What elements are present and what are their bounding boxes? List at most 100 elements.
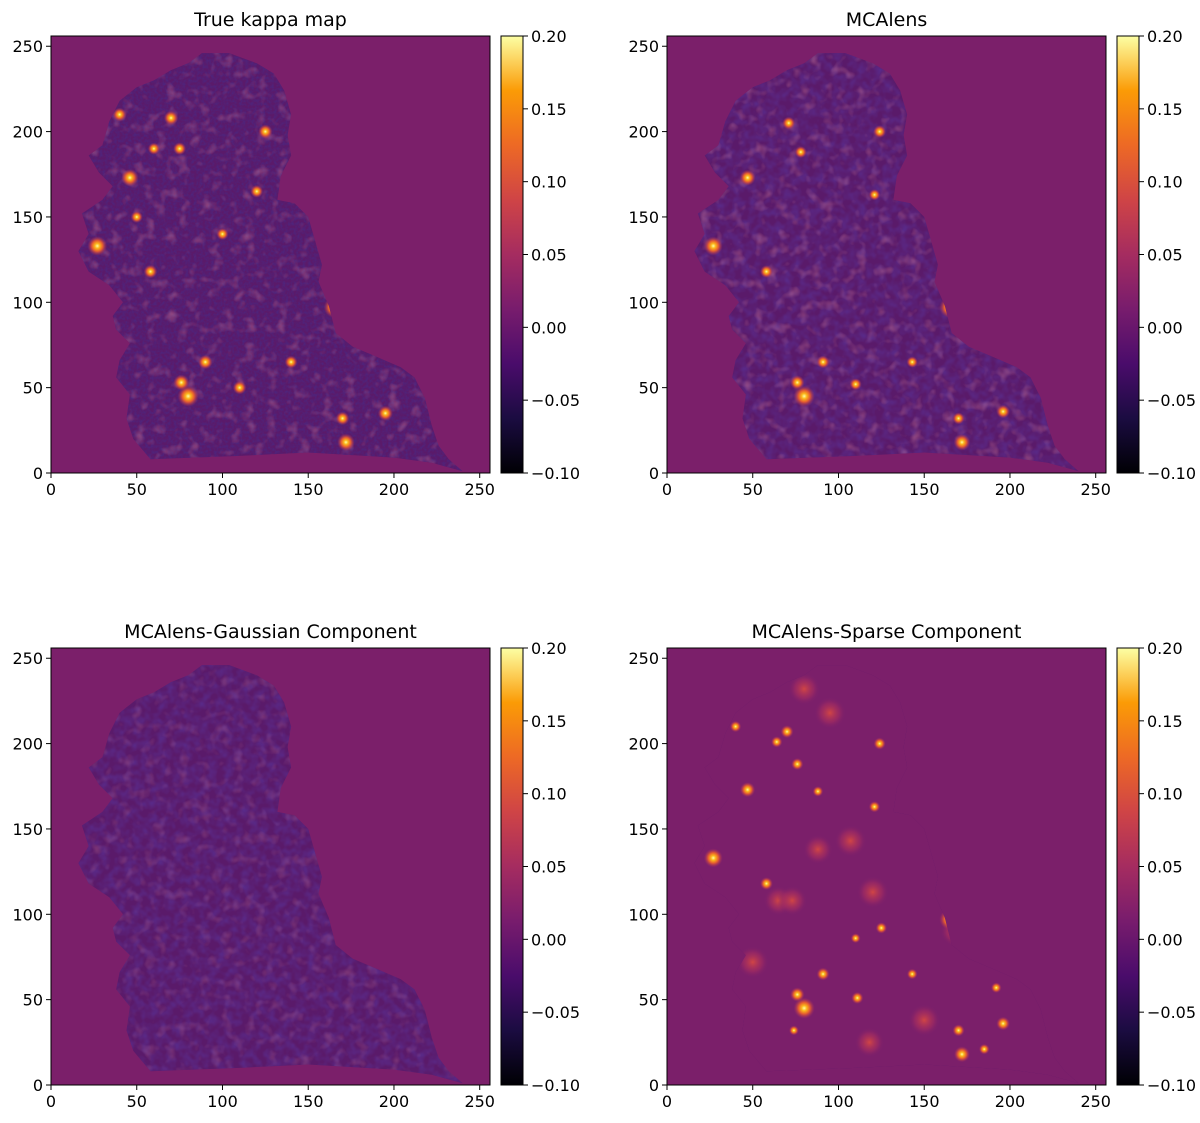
x-tick-label: 250 [464,480,495,499]
colorbar [1116,35,1140,474]
peak-mark [232,380,247,395]
peak-mark [794,146,807,159]
panel-title: True kappa map [193,9,347,31]
x-tick-label: 200 [995,480,1026,499]
x-tick-label: 150 [293,480,324,499]
x-tick-label: 50 [127,1092,147,1111]
axes-frame [666,647,1107,1086]
peak-mark [990,982,1002,993]
peak-mark [739,169,756,186]
y-tick-label: 0 [33,1076,43,1095]
peak-mark [906,968,918,980]
peak-mark [143,264,158,279]
y-tick-label: 0 [649,464,659,483]
peak-mark [816,967,830,981]
peak-mark [868,189,881,201]
peak-mark [771,736,783,748]
peak-mark [782,116,796,130]
y-tick-label: 50 [23,379,43,398]
x-tick-label: 200 [379,1092,410,1111]
peak-mark [198,354,213,370]
peak-mark [790,987,805,1002]
x-tick-label: 0 [662,1092,672,1111]
peak-mark [177,385,199,407]
panel-title: MCAlens-Gaussian Component [124,621,417,643]
colorbar-tick-label: 0.05 [1147,858,1183,877]
y-tick-label: 250 [628,37,659,56]
peak-mark [112,107,127,122]
panel-2: MCAlens-Gaussian Component 0 50 100 150 200 25… [12,621,580,1111]
x-tick-label: 250 [464,1092,495,1111]
peak-mark [147,142,160,155]
y-tick-label: 150 [12,208,43,227]
peak-mark [996,404,1010,419]
colorbar-tick-label: 0.00 [1147,318,1183,337]
peak-mark [780,725,794,739]
panel-title: MCAlens-Sparse Component [752,621,1022,643]
colorbar-tick-label: 0.20 [531,639,567,658]
x-tick-label: 150 [909,480,940,499]
peak-mark [849,378,862,391]
peak-mark [121,168,139,187]
panel-0: True kappa map 0 50 100 150 200 250 0 50 100 150 20… [12,9,580,499]
colorbar-tick-label: 0.20 [1147,639,1183,658]
colorbar-tick-label: 0.15 [531,100,567,119]
y-tick-label: 150 [12,820,43,839]
peak-mark [760,265,773,278]
halo-blob [856,876,889,909]
x-tick-label: 200 [995,1092,1026,1111]
y-tick-label: 250 [12,37,43,56]
peak-mark [173,374,190,391]
colorbar-tick-label: 0.10 [531,173,567,192]
peak-mark [335,411,350,426]
peak-mark [740,782,756,798]
peak-mark [791,758,804,771]
peak-mark [873,125,887,139]
colorbar-tick-label: 0.10 [531,785,567,804]
x-tick-label: 0 [662,480,672,499]
colorbar-tick-label: 0.10 [1147,785,1183,804]
axes-frame [666,35,1107,474]
peak-mark [173,142,187,156]
peak-mark [850,933,861,944]
panel-3: MCAlens-Sparse Component 0 50 100 150 200 250 0… [628,621,1196,1111]
halo-blob [854,1027,885,1058]
peak-mark [812,786,824,797]
x-tick-label: 50 [743,1092,763,1111]
x-tick-label: 100 [207,1092,238,1111]
peak-mark [760,877,773,890]
peak-mark [978,1043,990,1055]
colorbar-tick-label: 0.05 [1147,246,1183,265]
peak-mark [793,385,815,407]
peak-mark [788,1025,799,1036]
peak-mark [87,236,108,256]
x-tick-label: 200 [379,480,410,499]
y-tick-label: 50 [639,379,659,398]
colorbar-tick-label: 0.05 [531,246,567,265]
colorbar [500,35,524,474]
halo-blob [788,672,821,705]
halo-blob [736,946,769,979]
halo-blob [777,885,807,916]
halo-blob [813,696,846,729]
x-tick-label: 150 [909,1092,940,1111]
y-tick-label: 100 [628,905,659,924]
colorbar-tick-label: 0.15 [1147,100,1183,119]
x-tick-label: 0 [46,1092,56,1111]
x-tick-label: 50 [743,480,763,499]
colorbar-tick-label: −0.05 [1147,1003,1196,1022]
axes-frame [50,647,491,1086]
peak-mark [875,922,888,934]
colorbar-tick-label: 0.00 [531,930,567,949]
y-tick-label: 200 [12,735,43,754]
peak-mark [163,110,179,126]
peak-mark [953,433,971,451]
peak-mark [873,737,886,750]
peak-mark [284,355,298,369]
colorbar [1116,647,1140,1086]
peak-mark [130,210,143,223]
x-tick-label: 250 [1080,480,1111,499]
colorbar-tick-label: 0.00 [1147,930,1183,949]
y-tick-label: 150 [628,820,659,839]
